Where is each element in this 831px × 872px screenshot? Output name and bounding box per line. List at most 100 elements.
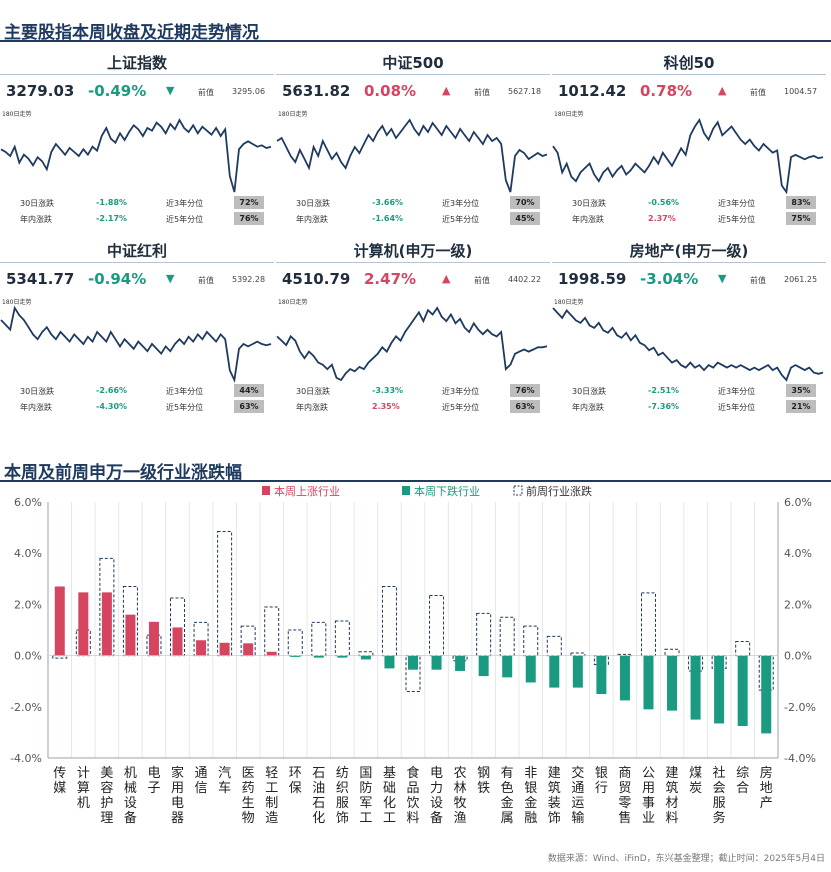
row2-pct-label: 近5年分位 (718, 215, 756, 224)
data-source-footer: 数据来源：Wind、iFinD，东兴基金整理；截止时间：2025年5月4日 (547, 854, 825, 864)
mini-trend-chart (276, 306, 548, 382)
row1-value: -0.56% (648, 198, 680, 207)
category-label: 房 (760, 765, 773, 781)
category-label: 色 (501, 780, 514, 796)
down-triangle-icon: ▼ (166, 84, 175, 97)
this-week-bar (266, 651, 277, 656)
panel-title-rule (276, 74, 550, 75)
row1-percentile: 83% (786, 196, 816, 209)
category-label: 料 (406, 811, 419, 826)
category-label: 算 (77, 781, 90, 796)
category-label: 筑 (666, 780, 679, 796)
prior-week-bar (358, 651, 374, 657)
row1-pct-label: 近3年分位 (166, 387, 204, 396)
category-label: 纺 (336, 766, 349, 781)
category-label: 化 (383, 796, 396, 811)
this-week-bar (337, 655, 348, 658)
this-week-bar (761, 655, 772, 734)
this-week-bar (148, 621, 159, 656)
category-label: 车 (218, 780, 231, 796)
row2-pct-label: 近5年分位 (442, 403, 480, 412)
category-label: 轻 (265, 766, 278, 781)
this-week-bar (596, 655, 607, 694)
row1-label: 30日涨跌 (572, 387, 607, 396)
category-label: 护 (100, 796, 113, 811)
category-label: 机 (77, 796, 90, 811)
category-label: 基 (383, 766, 396, 781)
category-label: 电 (430, 766, 443, 781)
y-tick-label-right: 0.0% (784, 650, 812, 663)
category-label: 运 (571, 796, 584, 811)
category-label: 零 (618, 796, 631, 811)
close-value: 5631.82 (282, 82, 351, 100)
prev-value: 2061.25 (784, 275, 818, 284)
row1-value: -2.66% (96, 386, 128, 395)
category-label: 食 (406, 765, 419, 781)
this-week-bar (714, 655, 725, 724)
category-label: 石 (312, 796, 325, 811)
y-tick-label-left: 6.0% (14, 496, 42, 509)
weekly-change: 0.08% (364, 82, 417, 100)
row2-pct-label: 近5年分位 (442, 215, 480, 224)
prior-week-bar (429, 594, 445, 657)
mini-trend-chart (0, 305, 272, 384)
category-label: 汽 (218, 766, 231, 781)
prev-label: 前值 (198, 88, 214, 97)
category-label: 服 (713, 796, 726, 811)
category-label: 织 (336, 781, 349, 796)
y-tick-label-right: 2.0% (784, 598, 812, 611)
up-triangle-icon: ▲ (718, 84, 727, 97)
panel-title: 房地产(申万一级) (629, 242, 749, 260)
row1-value: -3.66% (372, 198, 404, 207)
index-panel: 计算机(申万一级) 4510.79 2.47% ▲ 前值 4402.22 180日走势 30日… (276, 240, 550, 418)
trend-line (276, 306, 548, 382)
trend-line (552, 307, 824, 382)
y-tick-label-right: 4.0% (784, 547, 812, 560)
up-triangle-icon: ▲ (442, 84, 451, 97)
this-week-bar (431, 655, 442, 670)
this-week-bar (196, 640, 207, 656)
category-label: 筑 (548, 780, 561, 796)
category-label: 会 (713, 781, 726, 796)
weekly-change: -3.04% (640, 270, 699, 288)
prev-label: 前值 (198, 276, 214, 285)
this-week-bar (667, 655, 678, 711)
prev-value: 5627.18 (508, 87, 542, 96)
category-label: 地 (760, 781, 773, 796)
index-panel: 科创50 1012.42 0.78% ▲ 前值 1004.57 180日走势 30日涨跌 -0.… (552, 52, 826, 230)
prev-value: 5392.28 (232, 275, 266, 284)
category-label: 制 (265, 796, 278, 811)
category-label: 煤 (689, 766, 702, 781)
y-tick-label-left: -2.0% (10, 701, 42, 714)
trend-label: 180日走势 (554, 111, 584, 118)
mini-trend-chart (552, 118, 824, 195)
industry-bar-chart: 本周上涨行业 本周下跌行业 前周行业涨跌 -4.0% -4.0% -2.0% -2.0% 0.… (10, 484, 816, 826)
row2-label: 年内涨跌 (296, 403, 328, 412)
prev-label: 前值 (474, 276, 490, 285)
row2-percentile: 45% (510, 212, 540, 225)
mini-trend-chart (276, 118, 548, 193)
category-label: 设 (430, 796, 443, 811)
row1-value: -2.51% (648, 386, 680, 395)
this-week-bar (125, 614, 136, 656)
category-label: 合 (736, 781, 749, 796)
bottom-section-title: 本周及前周申万一级行业涨跌幅 (4, 463, 242, 483)
category-label: 药 (242, 781, 255, 796)
this-week-bar (525, 655, 536, 683)
prior-week-bar (664, 648, 680, 657)
row1-label: 30日涨跌 (20, 387, 55, 396)
top-section-rule (0, 40, 831, 42)
row2-label: 年内涨跌 (20, 403, 52, 412)
weekly-change: 2.47% (364, 270, 417, 288)
row2-pct-label: 近5年分位 (718, 403, 756, 412)
category-label: 金 (501, 795, 514, 811)
this-week-bar (690, 655, 701, 720)
row1-percentile: 72% (234, 196, 264, 209)
down-triangle-icon: ▼ (166, 272, 175, 285)
row1-percentile: 70% (510, 196, 540, 209)
category-label: 钢 (477, 766, 490, 781)
category-label: 材 (666, 796, 679, 811)
this-week-bar (572, 655, 583, 688)
legend-swatch (262, 486, 270, 495)
trend-line (552, 118, 824, 195)
